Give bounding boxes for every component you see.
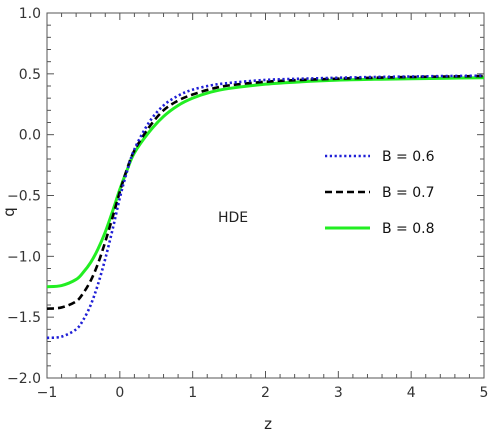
y-tick-label: −0.5	[7, 189, 41, 205]
x-tick-label: 0	[115, 385, 124, 401]
x-tick-label: 4	[407, 385, 416, 401]
legend-entry-1: B = 0.6	[382, 149, 435, 165]
x-tick-label: 1	[188, 385, 197, 401]
series-line-1	[46, 74, 485, 340]
annotation-label: HDE	[218, 210, 248, 226]
y-tick-label: −1.0	[7, 249, 41, 265]
axis-ticks: −1 0 1 2 3 4 5 −2.0 −1.5 −1.0 −0.5 0.0 0.5 1.0	[7, 6, 488, 401]
series-line-2	[46, 74, 485, 310]
x-tick-label: −1	[37, 385, 58, 401]
series-line-3	[46, 76, 485, 289]
y-tick-label: 1.0	[19, 6, 41, 22]
y-tick-label: −1.5	[7, 310, 41, 326]
y-tick-label: −2.0	[7, 371, 41, 387]
x-tick-label: 2	[261, 385, 270, 401]
x-tick-label: 3	[334, 385, 343, 401]
y-tick-label: 0.0	[19, 128, 41, 144]
legend-entry-2: B = 0.7	[382, 185, 435, 201]
series-layer	[46, 74, 485, 340]
y-axis-label: q	[0, 207, 18, 217]
y-tick-label: 0.5	[19, 67, 41, 83]
legend: B = 0.6 B = 0.7 B = 0.8	[325, 149, 435, 237]
x-tick-label: 5	[480, 385, 489, 401]
legend-entry-3: B = 0.8	[382, 221, 435, 237]
x-axis-label: z	[264, 415, 272, 433]
